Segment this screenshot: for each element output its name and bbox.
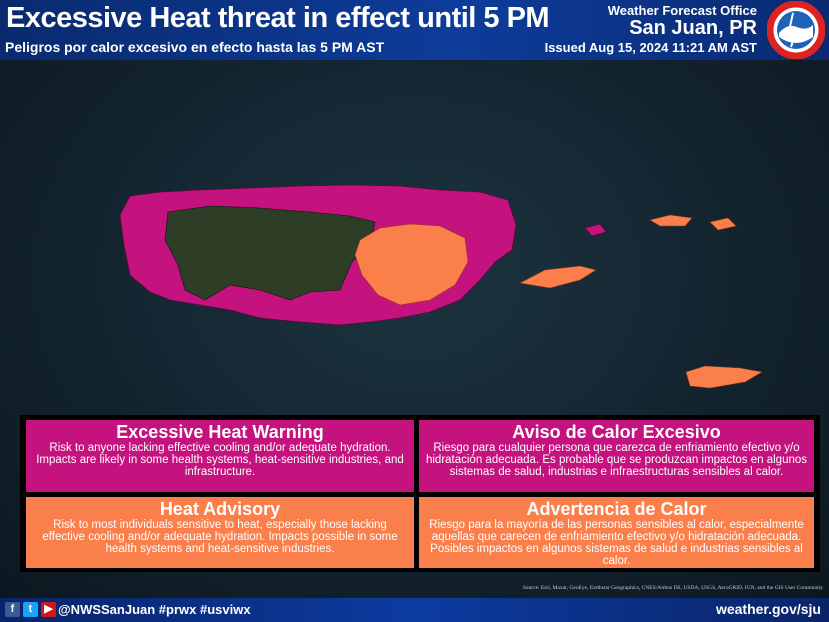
- facebook-icon[interactable]: f: [5, 602, 20, 617]
- legend-title: Excessive Heat Warning: [116, 422, 324, 442]
- footer: f t ▶ @NWSSanJuan #prwx #usviwx weather.…: [0, 598, 829, 622]
- office-name: San Juan, PR: [629, 17, 757, 39]
- social-handle[interactable]: @NWSSanJuan #prwx #usviwx: [58, 602, 251, 617]
- vieques-advisory-zone: [519, 265, 597, 289]
- legend-title: Advertencia de Calor: [526, 499, 707, 519]
- youtube-icon[interactable]: ▶: [41, 602, 56, 617]
- map-svg: [119, 184, 763, 389]
- nws-logo: [767, 1, 825, 59]
- issued-time: Issued Aug 15, 2024 11:21 AM AST: [544, 40, 757, 55]
- header: Excessive Heat threat in effect until 5 …: [0, 0, 829, 60]
- twitter-icon[interactable]: t: [23, 602, 38, 617]
- legend-text: Riesgo para cualquier persona que carezc…: [425, 442, 808, 478]
- legend-text: Risk to anyone lacking effective cooling…: [36, 442, 404, 478]
- office-label: Weather Forecast Office: [607, 3, 757, 18]
- legend-text: Riesgo para la mayoría de las personas s…: [429, 519, 804, 567]
- culebra-warning-zone: [584, 223, 607, 237]
- page-subtitle: Peligros por calor excesivo en efecto ha…: [5, 39, 385, 55]
- no-hazard-interior: [164, 205, 376, 301]
- map-source: Source: Esri, Maxar, GeoEye, Earthstar G…: [522, 585, 823, 591]
- legend: Excessive Heat Warning Risk to anyone la…: [20, 415, 820, 572]
- legend-title: Heat Advisory: [159, 499, 281, 519]
- social-links: f t ▶: [5, 602, 56, 617]
- legend-warning-en: Excessive Heat Warning Risk to anyone la…: [26, 420, 414, 492]
- legend-advisory-en: Heat Advisory Risk to most individuals s…: [26, 497, 414, 568]
- legend-title: Aviso de Calor Excesivo: [512, 422, 721, 442]
- st-thomas-advisory-zone: [649, 214, 693, 227]
- legend-text: Risk to most individuals sensitive to he…: [42, 519, 398, 555]
- legend-advisory-es: Advertencia de Calor Riesgo para la mayo…: [419, 497, 814, 568]
- st-croix-advisory-zone: [685, 365, 763, 389]
- legend-warning-es: Aviso de Calor Excesivo Riesgo para cual…: [419, 420, 814, 492]
- st-john-advisory-zone: [709, 217, 737, 231]
- website-link[interactable]: weather.gov/sju: [715, 601, 821, 617]
- east-central-advisory-zone: [354, 223, 469, 306]
- page-title: Excessive Heat threat in effect until 5 …: [6, 2, 550, 34]
